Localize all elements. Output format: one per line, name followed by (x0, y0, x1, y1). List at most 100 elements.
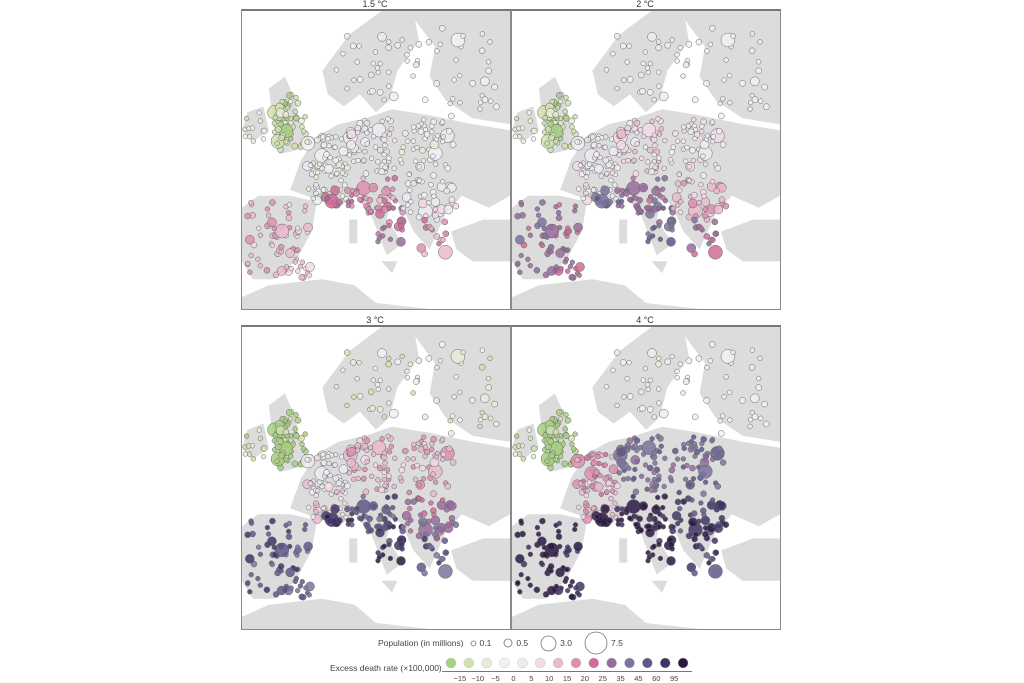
city-bubble (451, 77, 457, 83)
city-bubble (407, 187, 413, 193)
city-bubble (421, 250, 428, 258)
city-bubble (608, 146, 619, 157)
city-bubble (303, 541, 313, 552)
city-bubble (294, 417, 302, 424)
city-bubble (351, 476, 357, 482)
city-bubble (487, 355, 493, 361)
city-bubble (651, 504, 661, 515)
city-bubble (344, 187, 351, 194)
city-bubble (640, 60, 646, 67)
city-bubble (301, 128, 307, 134)
city-bubble (354, 129, 361, 136)
city-bubble (374, 382, 381, 388)
city-bubble (376, 554, 382, 560)
city-bubble (651, 186, 661, 196)
city-bubble (432, 206, 439, 212)
city-bubble (314, 454, 321, 462)
map-panel-1-5c (241, 9, 511, 310)
city-bubble (381, 504, 391, 515)
city-bubble (761, 400, 768, 408)
color-swatch (588, 657, 599, 669)
city-bubble (295, 268, 301, 274)
city-bubble (702, 525, 709, 531)
city-bubble (685, 213, 693, 221)
city-bubble (423, 448, 431, 456)
city-bubble (325, 453, 331, 460)
city-bubble (685, 357, 693, 364)
city-bubble (432, 479, 439, 485)
land-shape (451, 538, 510, 581)
city-bubble (306, 592, 312, 598)
city-bubble (640, 451, 647, 457)
city-bubble (700, 118, 707, 126)
city-bubble (614, 505, 621, 513)
city-bubble (394, 358, 401, 366)
city-bubble (613, 32, 621, 40)
city-bubble (420, 191, 428, 199)
city-bubble (245, 580, 251, 586)
city-bubble (433, 80, 440, 87)
city-bubble (382, 460, 388, 466)
land-shape (651, 580, 668, 593)
city-bubble (689, 146, 696, 154)
land-shape (381, 261, 398, 274)
city-bubble (430, 197, 441, 207)
city-bubble (291, 460, 298, 468)
city-bubble (398, 148, 406, 156)
city-bubble (382, 142, 388, 148)
city-bubble (428, 500, 434, 506)
city-bubble (727, 389, 733, 396)
city-bubble (381, 206, 389, 213)
city-bubble (755, 59, 762, 65)
city-bubble (680, 73, 686, 79)
city-bubble (569, 259, 575, 265)
city-bubble (717, 418, 723, 424)
city-bubble (256, 427, 262, 433)
city-bubble (568, 593, 576, 601)
city-bubble (255, 256, 261, 262)
city-bubble (624, 129, 631, 136)
city-bubble (386, 449, 393, 455)
city-bubble (479, 347, 486, 353)
city-bubble (709, 497, 716, 503)
city-bubble (363, 437, 371, 444)
city-bubble (562, 426, 568, 432)
city-bubble (565, 587, 571, 594)
city-bubble (757, 39, 763, 45)
city-bubble (633, 119, 641, 127)
city-bubble (257, 118, 264, 124)
europe-map (512, 11, 780, 309)
city-bubble (541, 120, 548, 126)
city-bubble (709, 456, 716, 463)
city-bubble (555, 528, 562, 535)
city-bubble (412, 378, 420, 385)
city-bubble (686, 482, 692, 488)
city-bubble (260, 453, 267, 460)
city-bubble (572, 114, 578, 120)
city-bubble (681, 124, 687, 130)
color-swatch (499, 657, 510, 669)
city-bubble (297, 583, 304, 589)
city-bubble (651, 97, 657, 103)
city-bubble (553, 456, 559, 463)
city-bubble (677, 528, 684, 534)
city-bubble (701, 512, 707, 518)
city-bubble (416, 482, 422, 488)
city-bubble (387, 236, 394, 242)
city-bubble (452, 202, 460, 210)
city-bubble (293, 115, 300, 122)
city-bubble (245, 260, 251, 267)
city-bubble (386, 83, 392, 89)
city-bubble (704, 450, 711, 457)
city-bubble (432, 525, 439, 531)
city-bubble (668, 148, 676, 156)
city-bubble (416, 562, 427, 573)
city-bubble (414, 462, 420, 469)
city-bubble (518, 252, 524, 259)
city-bubble (645, 527, 655, 538)
city-bubble (375, 231, 381, 237)
city-bubble (407, 505, 413, 512)
city-bubble (264, 206, 271, 212)
city-bubble (537, 536, 547, 546)
city-bubble (255, 225, 262, 231)
